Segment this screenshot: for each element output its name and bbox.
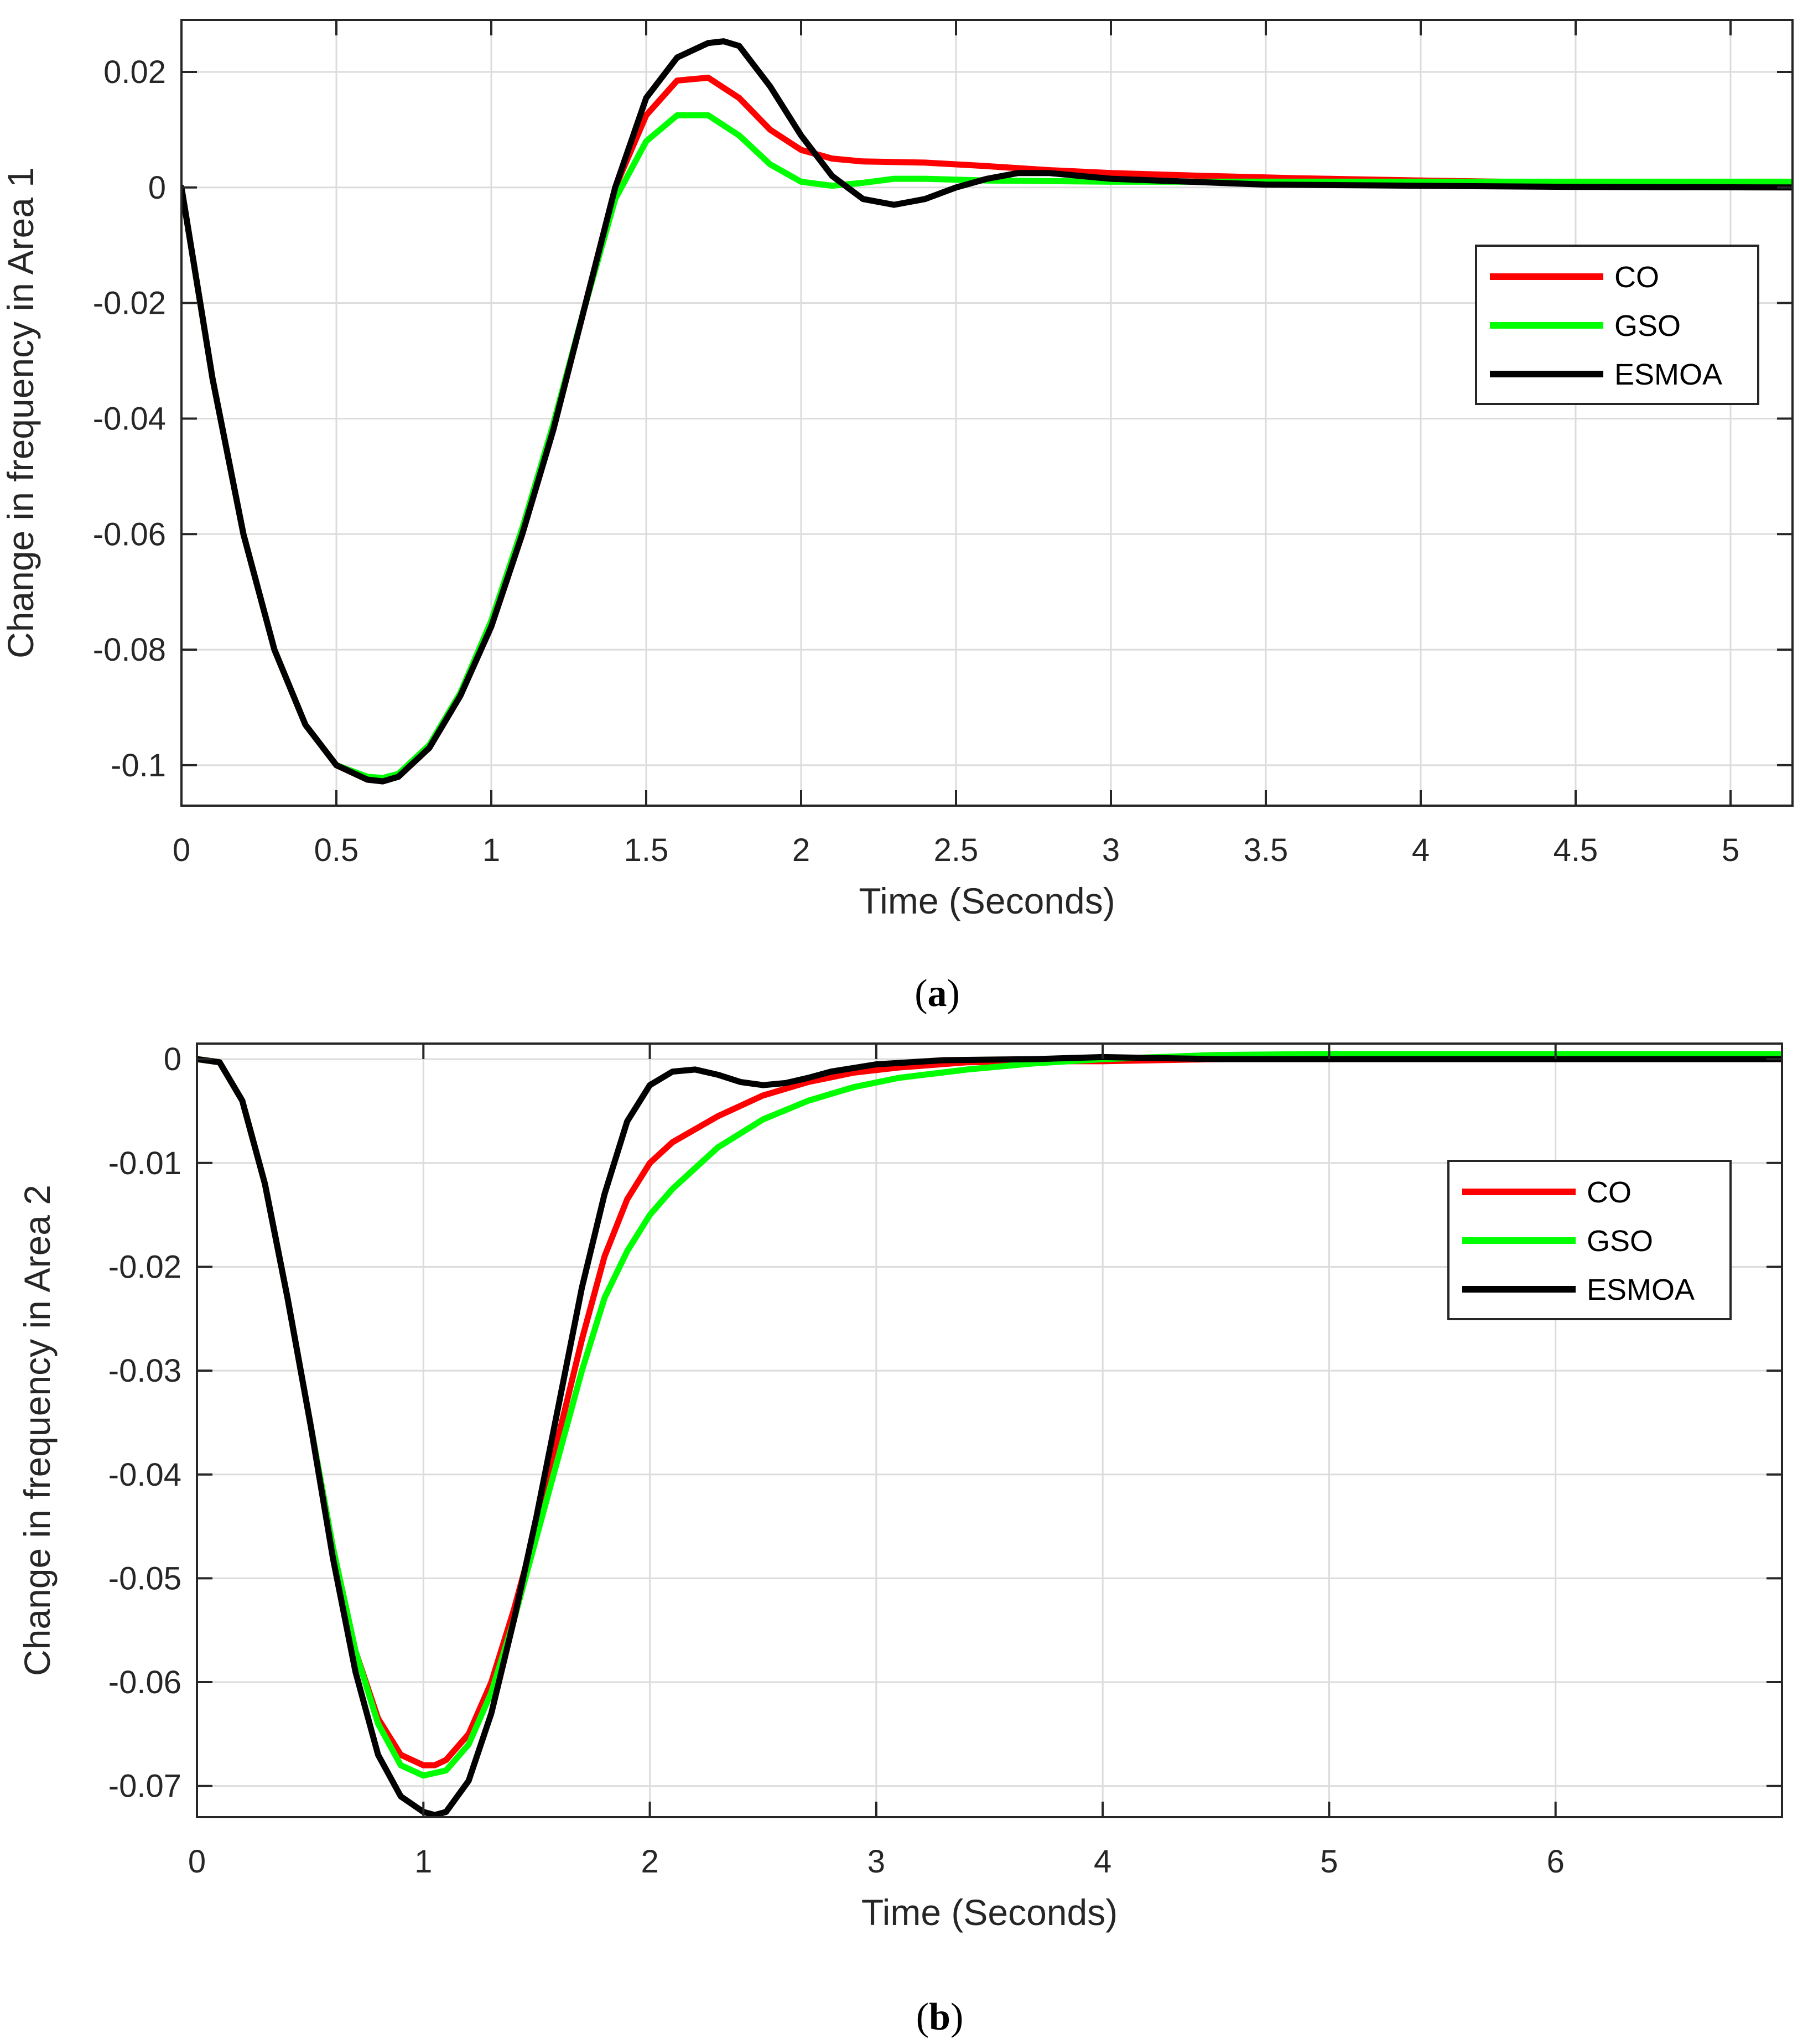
x-tick-label: 5 bbox=[1722, 832, 1739, 868]
grid bbox=[181, 20, 1793, 806]
series-group bbox=[181, 38, 1793, 785]
x-tick-label: 0.5 bbox=[314, 832, 359, 868]
x-tick-label: 3.5 bbox=[1244, 832, 1289, 868]
legend: CO GSO ESMOA bbox=[1475, 245, 1759, 405]
y-tick-label: -0.1 bbox=[111, 748, 166, 784]
x-axis-title: Time (Seconds) bbox=[861, 1892, 1118, 1933]
y-tick-label: -0.04 bbox=[93, 401, 166, 437]
legend-label-esmoa: ESMOA bbox=[1587, 1273, 1695, 1306]
chart-b: 0 1 2 3 4 5 6 -0.07 -0.06 -0.05 -0.04 -0.03 -0.02 -0.… bbox=[17, 1041, 1783, 2038]
series-group bbox=[197, 1051, 1782, 1817]
y-tick-label: -0.04 bbox=[108, 1457, 181, 1493]
legend-label-co: CO bbox=[1587, 1176, 1632, 1209]
y-tick-label: 0 bbox=[164, 1041, 181, 1077]
x-tick-label: 1 bbox=[482, 832, 500, 868]
x-tick-label: 6 bbox=[1547, 1844, 1565, 1880]
x-tick-label: 2 bbox=[792, 832, 810, 868]
legend-label-co: CO bbox=[1614, 261, 1659, 294]
y-tick-label: -0.03 bbox=[108, 1353, 181, 1389]
legend-label-esmoa: ESMOA bbox=[1614, 358, 1722, 391]
x-tick-label: 3 bbox=[1102, 832, 1120, 868]
legend-label-gso: GSO bbox=[1614, 309, 1681, 343]
ticks bbox=[180, 20, 1793, 806]
axes-frame bbox=[196, 1042, 1783, 1818]
axes-frame bbox=[180, 19, 1794, 807]
x-tick-label: 3 bbox=[867, 1844, 885, 1880]
y-tick-label: -0.05 bbox=[108, 1560, 181, 1596]
y-axis-title: Change in frequency in Area 2 bbox=[17, 1185, 58, 1676]
x-tick-label: 0 bbox=[188, 1844, 206, 1880]
x-tick-label: 1.5 bbox=[624, 832, 669, 868]
x-tick-label: 0 bbox=[173, 832, 190, 868]
y-tick-label: -0.02 bbox=[93, 286, 166, 321]
figure-caption: (a) bbox=[915, 972, 960, 1015]
grid bbox=[197, 1044, 1782, 1817]
x-tick-label: 1 bbox=[414, 1844, 432, 1880]
y-tick-label: 0 bbox=[148, 170, 166, 206]
x-tick-label: 4 bbox=[1094, 1844, 1111, 1880]
series-line-esmoa bbox=[181, 38, 1793, 785]
x-tick-label: 4 bbox=[1412, 832, 1430, 868]
x-axis-title: Time (Seconds) bbox=[859, 880, 1115, 921]
plot-area bbox=[197, 1044, 1782, 1817]
y-tick-label: -0.06 bbox=[108, 1664, 181, 1700]
x-tick-label: 2.5 bbox=[934, 832, 979, 868]
y-tick-label: 0.02 bbox=[103, 54, 166, 90]
legend: CO GSO ESMOA bbox=[1447, 1160, 1732, 1320]
y-tick-label: -0.07 bbox=[108, 1768, 181, 1804]
legend-label-gso: GSO bbox=[1587, 1225, 1653, 1258]
plot-area bbox=[181, 20, 1793, 806]
y-tick-label: -0.02 bbox=[108, 1249, 181, 1285]
y-tick-label: -0.01 bbox=[108, 1145, 181, 1181]
y-tick-label: -0.08 bbox=[93, 632, 166, 668]
ticks bbox=[196, 1044, 1782, 1817]
y-tick-label: -0.06 bbox=[93, 516, 166, 552]
chart-a: 0 0.5 1 1.5 2 2.5 3 3.5 4 4.5 5 -0.1 -0.08 -0.06 -0.04… bbox=[0, 19, 1794, 1015]
y-axis-title: Change in frequency in Area 1 bbox=[0, 167, 41, 658]
series-line-esmoa bbox=[197, 1054, 1782, 1817]
x-tick-label: 4.5 bbox=[1554, 832, 1598, 868]
x-tick-label: 5 bbox=[1320, 1844, 1338, 1880]
x-tick-label: 2 bbox=[641, 1844, 658, 1880]
figure-caption: (b) bbox=[916, 1996, 964, 2038]
